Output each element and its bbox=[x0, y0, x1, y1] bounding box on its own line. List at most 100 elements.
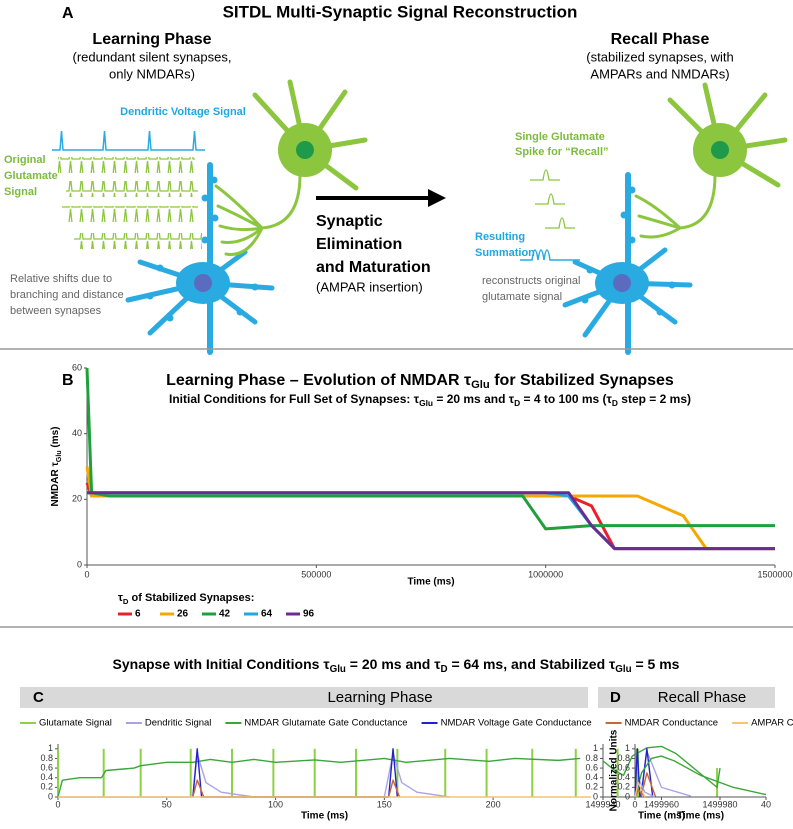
green-neuron bbox=[214, 79, 368, 256]
subscript: Glu bbox=[330, 664, 346, 675]
dendritic-label: Dendritic Voltage Signal bbox=[120, 106, 246, 118]
subscript: D bbox=[612, 398, 618, 408]
x-tick-label: 1499940 bbox=[585, 799, 620, 809]
arrow-sublabel: (AMPAR insertion) bbox=[316, 279, 423, 294]
text-segment: Initial Conditions for Full Set of Synap… bbox=[169, 392, 420, 406]
glutamate-trace bbox=[62, 206, 198, 222]
text-segment: of Stabilized Synapses: bbox=[128, 592, 254, 604]
text-segment: = 64 ms, and Stabilized τ bbox=[448, 656, 616, 672]
recall-spike-label: Spike for “Recall” bbox=[515, 146, 609, 158]
legend-label: 6 bbox=[135, 609, 141, 620]
y-tick-label: 0.8 bbox=[585, 753, 598, 763]
panel-label: C bbox=[33, 689, 44, 706]
shift-note: Relative shifts due to bbox=[10, 273, 112, 285]
text-segment: τ bbox=[118, 592, 123, 604]
y-tick-label: 20 bbox=[72, 494, 82, 504]
legend-label: NMDAR Voltage Gate Conductance bbox=[441, 718, 592, 729]
glutamate-label: Signal bbox=[4, 186, 37, 198]
text-segment: = 20 ms and τ bbox=[433, 392, 515, 406]
series-line bbox=[634, 748, 641, 798]
y-tick-label: 0 bbox=[48, 791, 53, 801]
subscript: Glu bbox=[615, 664, 631, 675]
x-axis-label: Time (ms) bbox=[407, 577, 454, 588]
legend-label: Glutamate Signal bbox=[39, 718, 112, 729]
y-tick-label: 0.2 bbox=[40, 782, 53, 792]
y-tick-label: 1 bbox=[593, 743, 598, 753]
panel-title: SITDL Multi-Synaptic Signal Reconstructi… bbox=[223, 2, 578, 21]
series-line bbox=[87, 491, 775, 551]
plot bbox=[57, 748, 591, 798]
y-tick-label: 0.6 bbox=[617, 762, 630, 772]
y-tick-label: 0 bbox=[77, 559, 82, 569]
series-line bbox=[634, 755, 767, 798]
series-line bbox=[634, 781, 646, 798]
y-tick-label: 0.8 bbox=[617, 753, 630, 763]
panel-label: A bbox=[62, 5, 74, 22]
y-tick-label: 0 bbox=[625, 791, 630, 801]
x-tick-label: 1500000 bbox=[757, 569, 792, 579]
shift-note: branching and distance bbox=[10, 289, 124, 301]
panel-title: Learning Phase bbox=[327, 689, 432, 706]
x-tick-label: 0 bbox=[84, 569, 89, 579]
dendritic-trace bbox=[52, 130, 205, 151]
legend-label: NMDAR Glutamate Gate Conductance bbox=[244, 718, 407, 729]
glutamate-trace bbox=[66, 181, 198, 197]
series-line bbox=[85, 367, 775, 531]
subscript: D bbox=[440, 664, 447, 675]
recall-subtitle: (stabilized synapses, with bbox=[586, 49, 733, 64]
subscript: D bbox=[514, 398, 520, 408]
text-segment: for Stabilized Synapses bbox=[490, 372, 674, 389]
summation-note: glutamate signal bbox=[482, 291, 562, 303]
y-tick-label: 0.4 bbox=[585, 772, 598, 782]
summation-note: reconstructs original bbox=[482, 275, 580, 287]
y-tick-label: 0.6 bbox=[585, 762, 598, 772]
panel-label: B bbox=[62, 372, 74, 389]
x-tick-label: 50 bbox=[162, 799, 172, 809]
legend-label: Dendritic Signal bbox=[145, 718, 212, 729]
subscript: Glu bbox=[419, 398, 433, 408]
summation-label: Resulting bbox=[475, 231, 525, 243]
legend-label: 96 bbox=[303, 609, 315, 620]
panel-title: Recall Phase bbox=[658, 689, 746, 706]
header-bar bbox=[598, 687, 775, 708]
green-neuron bbox=[634, 82, 788, 239]
x-tick-label: 1000000 bbox=[528, 569, 563, 579]
text-segment: = 5 ms bbox=[632, 656, 680, 672]
subscript: Glu bbox=[56, 450, 63, 462]
x-tick-label: 0 bbox=[632, 799, 637, 809]
text-segment: NMDAR τ bbox=[50, 462, 61, 507]
x-axis-label: Time (ms) bbox=[301, 811, 348, 822]
x-tick-label: 0 bbox=[55, 799, 60, 809]
x-axis-label: Time (ms) bbox=[677, 811, 724, 822]
shift-note: between synapses bbox=[10, 305, 102, 317]
x-tick-label: 1499980 bbox=[702, 799, 737, 809]
recall-spikes bbox=[530, 169, 575, 229]
recall-spike-label: Single Glutamate bbox=[515, 131, 605, 143]
chart-title: Learning Phase – Evolution of NMDAR τGlu… bbox=[166, 372, 674, 391]
subscript: D bbox=[123, 597, 129, 606]
subscript: Glu bbox=[471, 379, 490, 391]
y-tick-label: 0.2 bbox=[617, 782, 630, 792]
series-line bbox=[602, 745, 721, 789]
glutamate-label: Original bbox=[4, 154, 46, 166]
series-line bbox=[57, 757, 581, 798]
x-tick-label: 150 bbox=[377, 799, 392, 809]
arrow-label: Elimination bbox=[316, 236, 402, 253]
y-tick-label: 60 bbox=[72, 362, 82, 372]
y-tick-label: 0.8 bbox=[40, 753, 53, 763]
text-segment: = 4 to 100 ms (τ bbox=[520, 392, 612, 406]
legend-label: 64 bbox=[261, 609, 273, 620]
chart-subtitle: Initial Conditions for Full Set of Synap… bbox=[169, 392, 691, 408]
arrow-label: Synaptic bbox=[316, 213, 383, 230]
glutamate-label: Glutamate bbox=[4, 170, 58, 182]
recall-subtitle: AMPARs and NMDARs) bbox=[590, 66, 729, 81]
x-tick-label: 1499960 bbox=[644, 799, 679, 809]
legend-label: AMPAR Current bbox=[751, 718, 793, 729]
y-tick-label: 1 bbox=[48, 743, 53, 753]
plot bbox=[634, 748, 767, 798]
legend-title: τD of Stabilized Synapses: bbox=[118, 592, 254, 606]
plot bbox=[85, 367, 775, 551]
legend-label: 26 bbox=[177, 609, 189, 620]
blue-neuron bbox=[125, 162, 275, 355]
